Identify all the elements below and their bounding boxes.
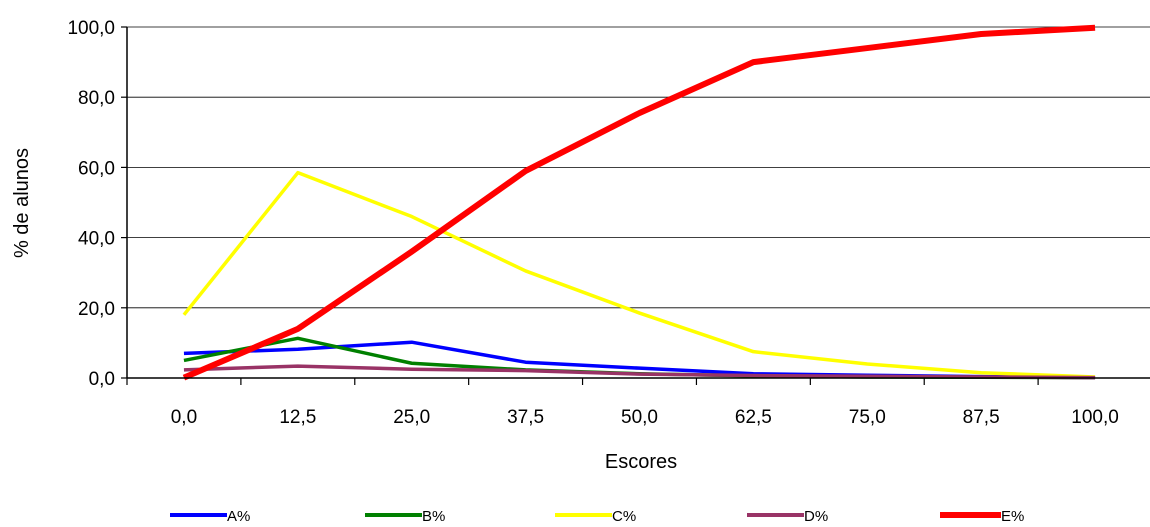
gridlines (127, 26, 1150, 309)
y-tick-label: 60,0 (78, 158, 115, 179)
x-tick-label: 50,0 (621, 407, 658, 428)
x-tick-label: 25,0 (393, 407, 430, 428)
legend-label: B% (422, 508, 445, 525)
x-tick-label: 100,0 (1071, 407, 1119, 428)
x-tick-label: 37,5 (507, 407, 544, 428)
x-axis-title: Escores (605, 451, 677, 473)
y-axis-title: % de alunos (11, 148, 33, 258)
y-tick-label: 100,0 (67, 18, 115, 39)
legend-label: C% (612, 508, 636, 525)
series-lines (182, 24, 1096, 381)
x-tick-label: 62,5 (735, 407, 772, 428)
y-tick-label: 40,0 (78, 229, 115, 250)
x-tick-label: 87,5 (963, 407, 1000, 428)
series-line-d (183, 364, 1096, 380)
legend-label: D% (804, 508, 828, 525)
y-tick-label: 20,0 (78, 299, 115, 320)
x-tick-label: 75,0 (849, 407, 886, 428)
y-tick-label: 0,0 (89, 369, 115, 390)
y-ticks: 0,0 20,0 40,0 60,0 80,0 100,0 (67, 18, 127, 390)
x-tick-label: 12,5 (279, 407, 316, 428)
series-line-c (182, 170, 1096, 379)
axes (126, 27, 1150, 379)
legend: A% B% C% D% E% (170, 508, 1024, 525)
series-line-e (182, 24, 1096, 381)
x-ticks: 0,0 12,5 25,0 37,5 50,0 62,5 75,0 87,5 100,0 (126, 378, 1119, 428)
legend-label: A% (227, 508, 250, 525)
x-tick-label: 0,0 (171, 407, 197, 428)
legend-label: E% (1001, 508, 1024, 525)
y-tick-label: 80,0 (78, 88, 115, 109)
